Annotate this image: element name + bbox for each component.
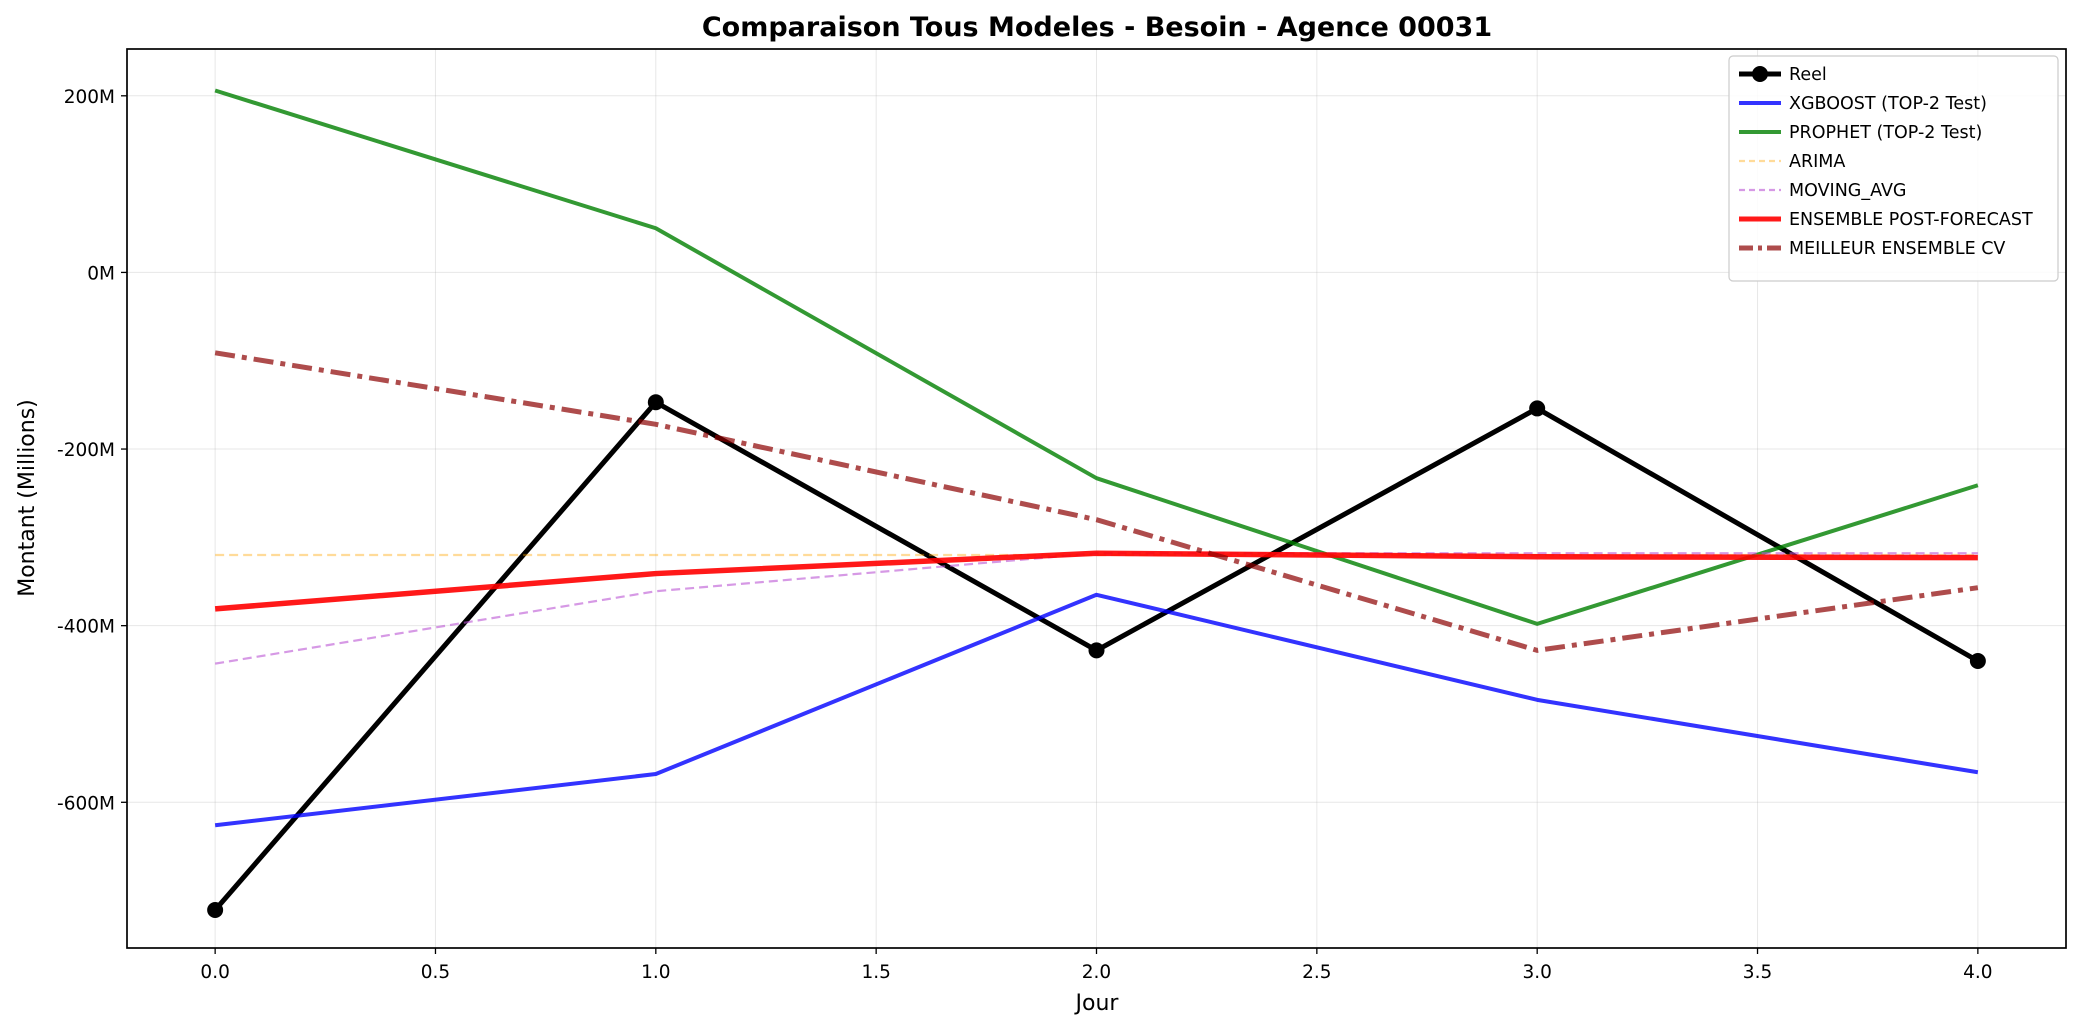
data-point-reel (207, 902, 224, 919)
y-tick-label: -200M (57, 440, 115, 461)
series-line-xgboost-top-2-test (214, 592, 1979, 828)
data-point-reel (1088, 642, 1105, 659)
legend-label-reel: Reel (1789, 65, 1827, 85)
x-tick-label: 2.0 (1082, 962, 1111, 983)
series-line-prophet-top-2-test (214, 88, 1979, 626)
x-tick-label: 0.5 (421, 962, 450, 983)
legend-label-ensemble-post-forecast: ENSEMBLE POST-FORECAST (1789, 210, 2033, 230)
x-tick-label: 3.0 (1522, 962, 1551, 983)
data-point-reel (647, 394, 664, 411)
chart-title: Comparaison Tous Modeles - Besoin - Agen… (702, 12, 1492, 43)
y-tick-label: 200M (64, 87, 115, 108)
x-tick-label: 1.5 (861, 962, 890, 983)
legend-label-moving-avg: MOVING_AVG (1789, 181, 1906, 201)
x-axis-label: Jour (1074, 991, 1120, 1016)
legend-marker-reel (1752, 66, 1768, 82)
legend-label-arima: ARIMA (1789, 152, 1845, 172)
x-tick-label: 2.5 (1302, 962, 1331, 983)
series-line-ensemble-post-forecast (214, 550, 1978, 612)
y-tick-label: -400M (57, 617, 115, 638)
legend-box (1728, 55, 2059, 282)
y-axis-label: Montant (Millions) (15, 399, 40, 597)
x-tick-label: 3.5 (1743, 962, 1772, 983)
data-point-reel (1529, 400, 1546, 417)
legend: Reel XGBOOST (TOP-2 Test) PROPHET (TOP-2 T… (1728, 55, 2059, 282)
plot-series (207, 88, 1986, 919)
y-tick-label: 0M (87, 263, 115, 284)
x-tick-label: 0.0 (200, 962, 229, 983)
legend-label-xgboost-top-2-test: XGBOOST (TOP-2 Test) (1789, 94, 1987, 114)
series-line-meilleur-ensemble-cv (214, 350, 1979, 653)
data-point-reel (1969, 652, 1986, 669)
x-tick-label: 4.0 (1963, 962, 1992, 983)
legend-label-prophet-top-2-test: PROPHET (TOP-2 Test) (1789, 123, 1982, 143)
y-tick-label: -600M (57, 793, 115, 814)
axis-ticks: 0.0 0.5 1.0 1.5 2.0 2.5 3.0 3.5 4.0 200M 0M -200M -4… (57, 87, 1993, 983)
x-tick-label: 1.0 (641, 962, 670, 983)
legend-label-meilleur-ensemble-cv: MEILLEUR ENSEMBLE CV (1789, 239, 2005, 259)
